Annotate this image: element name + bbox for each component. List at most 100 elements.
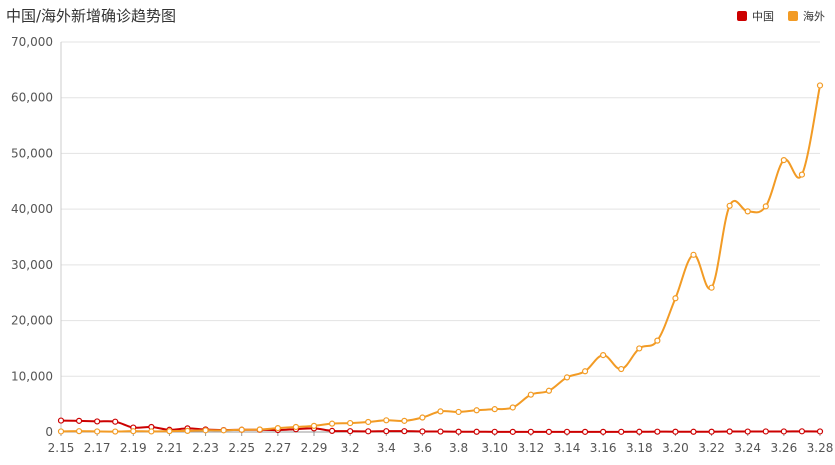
x-tick-label: 3.26: [770, 441, 797, 455]
x-tick-label: 2.25: [228, 441, 255, 455]
data-point-china: [816, 428, 824, 435]
data-point-overseas: [527, 391, 534, 398]
x-tick-label: 2.23: [192, 441, 219, 455]
data-point-china: [563, 428, 571, 435]
data-point-china: [762, 428, 769, 435]
data-point-overseas: [383, 417, 390, 424]
x-tick-label: 2.15: [48, 441, 75, 455]
data-point-china: [401, 428, 408, 435]
x-tick-label: 3.28: [807, 441, 834, 455]
data-point-overseas: [618, 365, 625, 373]
x-tick-label: 3.22: [698, 441, 725, 455]
data-point-overseas: [744, 208, 751, 215]
data-point-overseas: [220, 427, 227, 434]
data-point-overseas: [509, 404, 516, 411]
data-point-overseas: [762, 203, 769, 210]
data-point-overseas: [816, 82, 824, 89]
y-tick-label: 40,000: [11, 202, 53, 216]
data-point-overseas: [166, 428, 173, 435]
data-point-overseas: [112, 428, 119, 435]
data-point-overseas: [75, 428, 83, 435]
data-point-overseas: [780, 157, 787, 164]
data-point-overseas: [148, 428, 155, 435]
x-tick-label: 3.6: [413, 441, 432, 455]
data-point-china: [600, 428, 607, 435]
legend-item-overseas[interactable]: 海外: [788, 8, 825, 24]
data-point-overseas: [365, 418, 372, 426]
data-point-china: [347, 428, 354, 435]
legend: 中国 海外: [737, 8, 825, 24]
y-tick-label: 30,000: [11, 258, 53, 272]
x-tick-label: 3.18: [626, 441, 653, 455]
data-point-china: [112, 418, 119, 425]
series-line-overseas: [60, 85, 821, 433]
data-point-overseas: [708, 284, 715, 291]
y-tick-label: 10,000: [11, 369, 53, 383]
x-tick-label: 3.8: [449, 441, 468, 455]
data-point-overseas: [798, 171, 806, 178]
data-point-overseas: [563, 374, 571, 381]
y-tick-label: 50,000: [11, 146, 53, 160]
data-point-overseas: [94, 428, 101, 435]
data-point-china: [618, 428, 625, 435]
y-tick-label: 20,000: [11, 314, 53, 328]
data-point-china: [636, 428, 643, 435]
x-tick-label: 3.12: [517, 441, 544, 455]
x-tick-label: 3.4: [377, 441, 396, 455]
data-point-china: [75, 417, 83, 424]
x-tick-label: 2.17: [84, 441, 111, 455]
data-point-overseas: [581, 368, 589, 375]
data-point-china: [491, 428, 498, 435]
data-point-china: [690, 428, 697, 435]
data-point-overseas: [437, 408, 444, 415]
data-point-overseas: [310, 422, 318, 429]
data-point-overseas: [292, 423, 300, 431]
data-point-china: [726, 428, 733, 435]
data-point-china: [780, 428, 787, 435]
data-point-overseas: [328, 420, 336, 427]
legend-swatch-overseas: [788, 11, 798, 21]
data-point-china: [437, 428, 444, 435]
data-point-overseas: [455, 408, 462, 416]
data-point-china: [57, 417, 65, 424]
data-point-overseas: [401, 417, 408, 424]
x-tick-label: 3.24: [734, 441, 761, 455]
data-point-china: [708, 428, 715, 435]
x-tick-label: 2.29: [301, 441, 328, 455]
data-point-overseas: [545, 387, 553, 394]
data-point-overseas: [347, 419, 354, 427]
data-point-china: [455, 428, 462, 435]
data-point-overseas: [184, 427, 191, 434]
data-point-china: [527, 428, 534, 435]
legend-swatch-china: [737, 11, 747, 21]
data-point-china: [545, 428, 553, 435]
data-point-china: [509, 428, 516, 435]
data-point-overseas: [130, 428, 137, 435]
x-tick-label: 2.21: [156, 441, 183, 455]
y-tick-label: 60,000: [11, 91, 53, 105]
data-point-overseas: [600, 352, 607, 359]
legend-label-overseas: 海外: [803, 10, 825, 23]
data-point-china: [473, 428, 480, 435]
data-point-overseas: [238, 426, 245, 433]
data-point-china: [744, 428, 751, 435]
legend-label-china: 中国: [752, 10, 774, 23]
data-point-china: [798, 428, 806, 435]
data-point-china: [654, 428, 661, 435]
data-point-china: [672, 428, 679, 435]
chart-title: 中国/海外新增确诊趋势图: [6, 7, 177, 25]
data-point-china: [581, 428, 589, 435]
x-tick-label: 2.19: [120, 441, 147, 455]
y-tick-label: 70,000: [11, 35, 53, 49]
legend-item-china[interactable]: 中国: [737, 8, 774, 24]
data-point-overseas: [419, 414, 426, 421]
x-tick-label: 3.20: [662, 441, 689, 455]
data-point-overseas: [57, 428, 65, 435]
y-tick-label: 0: [45, 425, 53, 439]
data-point-overseas: [274, 425, 281, 432]
data-point-overseas: [726, 202, 733, 209]
data-point-overseas: [690, 251, 697, 258]
data-point-overseas: [491, 406, 498, 413]
data-point-overseas: [672, 295, 679, 302]
